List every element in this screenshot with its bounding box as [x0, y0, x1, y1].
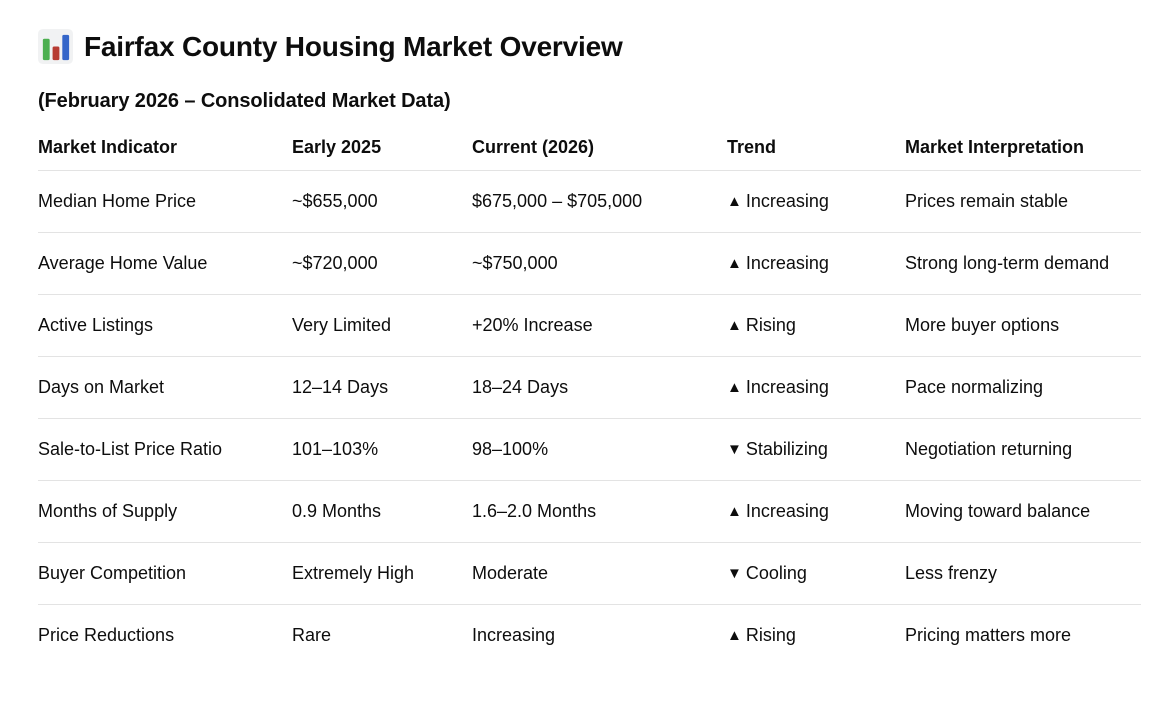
cell-indicator: Buyer Competition [38, 542, 292, 605]
trend-label: Rising [745, 625, 796, 645]
trend-down-icon: ▼ [727, 441, 742, 458]
cell-early: ~$720,000 [292, 232, 472, 295]
table-row: Buyer Competition Extremely High Moderat… [38, 542, 1141, 605]
trend-label: Rising [745, 315, 796, 335]
cell-interpretation: Moving toward balance [905, 480, 1141, 543]
trend-label: Increasing [745, 191, 829, 211]
cell-indicator: Active Listings [38, 294, 292, 357]
cell-early: 101–103% [292, 418, 472, 481]
cell-current: +20% Increase [472, 294, 727, 357]
cell-current: $675,000 – $705,000 [472, 170, 727, 233]
trend-up-icon: ▲ [727, 627, 742, 644]
table-row: Average Home Value ~$720,000 ~$750,000 ▲… [38, 232, 1141, 295]
cell-indicator: Months of Supply [38, 480, 292, 543]
housing-market-table: Market Indicator Early 2025 Current (202… [38, 137, 1141, 666]
title-row: Fairfax County Housing Market Overview [38, 28, 1142, 65]
cell-indicator: Price Reductions [38, 625, 175, 645]
cell-trend: ▼ Cooling [727, 542, 905, 605]
header-early-2025: Early 2025 [292, 137, 472, 171]
header-trend: Trend [727, 137, 905, 171]
table-row: Active Listings Very Limited +20% Increa… [38, 294, 1141, 357]
cell-trend: ▲ Increasing [727, 356, 905, 419]
table-row: Median Home Price ~$655,000 $675,000 – $… [38, 170, 1141, 233]
table-header-row: Market Indicator Early 2025 Current (202… [38, 137, 1141, 171]
cell-interpretation: Negotiation returning [905, 418, 1141, 481]
table-row: Days on Market 12–14 Days 18–24 Days ▲ In… [38, 356, 1141, 419]
cell-early: Rare [292, 625, 332, 645]
page: Fairfax County Housing Market Overview (… [38, 28, 1142, 666]
trend-down-icon: ▼ [727, 565, 742, 582]
cell-trend: ▲ Rising [727, 294, 905, 357]
header-current-2026: Current (2026) [472, 137, 727, 171]
header-market-indicator: Market Indicator [38, 137, 292, 171]
trend-up-icon: ▲ [727, 193, 742, 210]
trend-label: Cooling [745, 563, 807, 583]
cell-trend: ▼ Stabilizing [727, 418, 905, 481]
cell-early: ~$655,000 [292, 170, 472, 233]
table-row: Months of Supply 0.9 Months 1.6–2.0 Mont… [38, 480, 1141, 543]
cell-early: Extremely High [292, 542, 472, 605]
cell-interpretation: Less frenzy [905, 542, 1141, 605]
cell-indicator: Average Home Value [38, 232, 292, 295]
cell-interpretation: Pricing matters more [905, 625, 1072, 645]
cell-trend: ▲ Increasing [727, 480, 905, 543]
trend-up-icon: ▲ [727, 503, 742, 520]
cell-current: 18–24 Days [472, 356, 727, 419]
table-row: Sale-to-List Price Ratio 101–103% 98–100… [38, 418, 1141, 481]
cell-indicator: Sale-to-List Price Ratio [38, 418, 292, 481]
cell-current: ~$750,000 [472, 232, 727, 295]
trend-up-icon: ▲ [727, 379, 742, 396]
cell-current: Moderate [472, 542, 727, 605]
cell-early: 0.9 Months [292, 480, 472, 543]
page-subtitle: (February 2026 – Consolidated Market Dat… [38, 90, 451, 112]
cell-early: Very Limited [292, 294, 472, 357]
cell-interpretation: Prices remain stable [905, 170, 1141, 233]
cell-interpretation: Strong long-term demand [905, 232, 1141, 295]
cell-trend: ▲ Rising [727, 605, 905, 667]
trend-label: Increasing [745, 253, 829, 273]
cell-current: Increasing [472, 625, 556, 645]
page-title: Fairfax County Housing Market Overview [84, 30, 623, 62]
trend-label: Increasing [745, 377, 829, 397]
trend-up-icon: ▲ [727, 317, 742, 334]
cell-current: 98–100% [472, 418, 727, 481]
cell-current: 1.6–2.0 Months [472, 480, 727, 543]
cell-interpretation: Pace normalizing [905, 356, 1141, 419]
bar-chart-icon [38, 29, 73, 64]
trend-label: Increasing [745, 501, 829, 521]
header-market-interpretation: Market Interpretation [905, 137, 1141, 171]
table-row: Price Reductions Rare Increasing ▲ Rising… [38, 605, 1141, 667]
cell-indicator: Days on Market [38, 356, 292, 419]
trend-up-icon: ▲ [727, 255, 742, 272]
cell-trend: ▲ Increasing [727, 170, 905, 233]
cell-interpretation: More buyer options [905, 294, 1141, 357]
cell-trend: ▲ Increasing [727, 232, 905, 295]
trend-label: Stabilizing [745, 439, 828, 459]
cell-early: 12–14 Days [292, 356, 472, 419]
cell-indicator: Median Home Price [38, 170, 292, 233]
